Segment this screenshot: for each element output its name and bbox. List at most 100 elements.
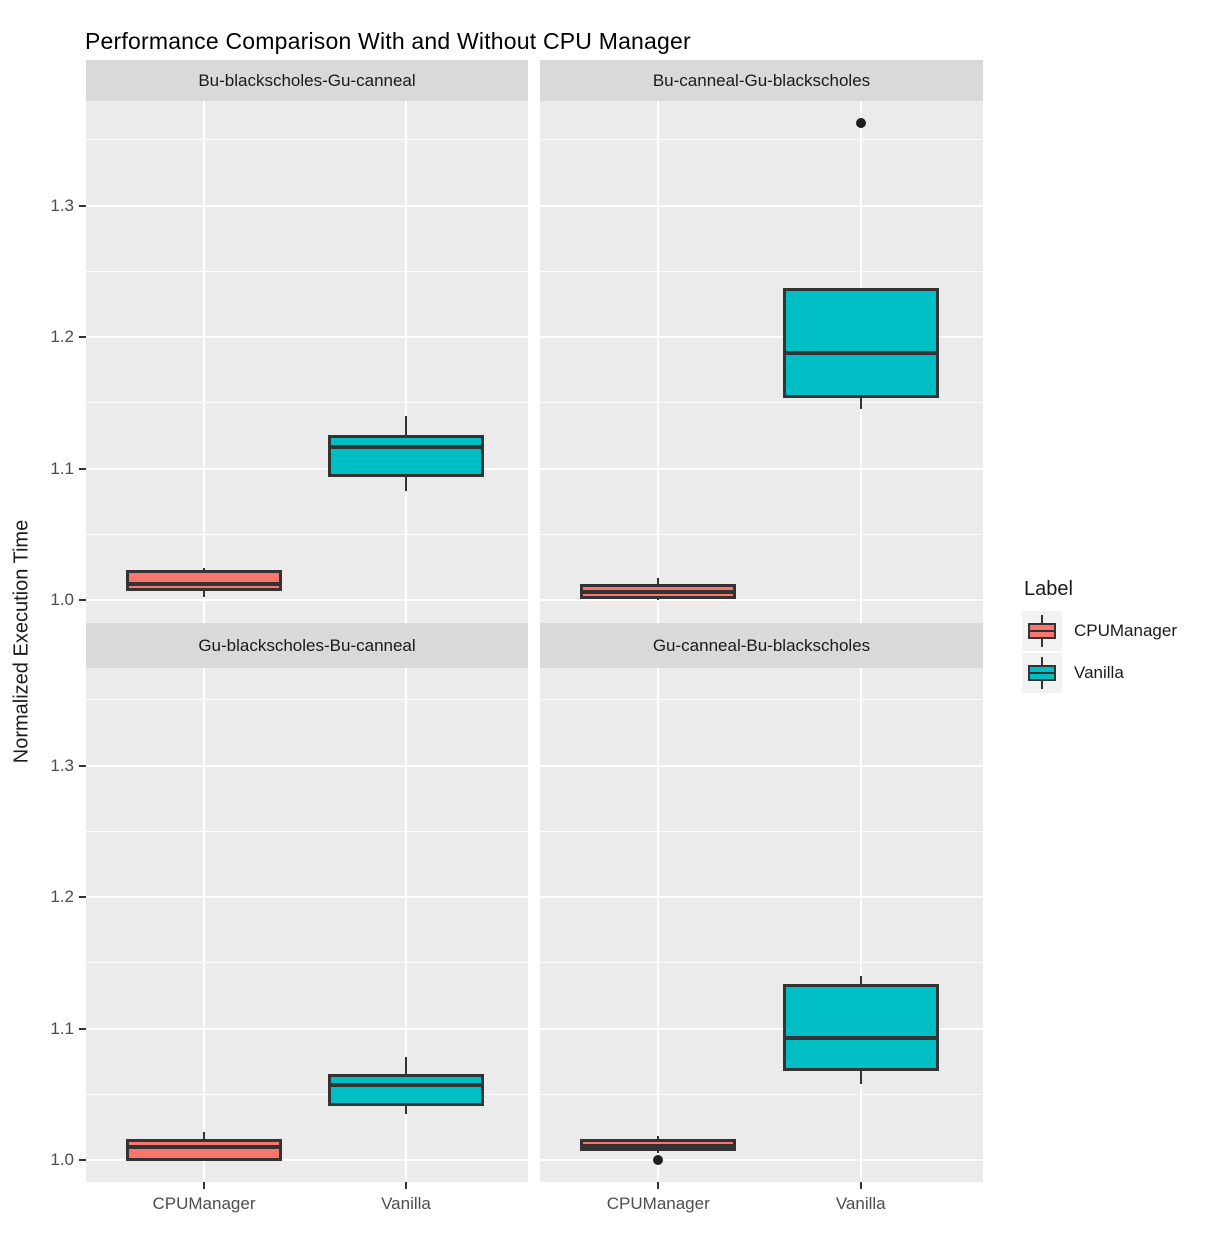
facet-panel-gu-blackscholes-bu-canneal <box>86 668 528 1182</box>
gridline-major <box>86 896 528 898</box>
gridline-major <box>86 204 528 207</box>
gridline-minor <box>86 962 528 964</box>
legend-entries: CPUManager Vanilla <box>1022 611 1177 693</box>
upper-whisker <box>657 577 660 586</box>
x-tick-mark <box>657 1182 660 1189</box>
y-tick-mark <box>79 764 86 767</box>
gridline-minor <box>540 402 983 404</box>
gridline-vertical <box>405 101 407 623</box>
gridline-minor <box>540 699 983 701</box>
legend-entry-cpumanager: CPUManager <box>1022 611 1177 651</box>
median-line <box>782 350 939 355</box>
gridline-vertical <box>657 101 660 623</box>
legend-median-line <box>1028 630 1056 632</box>
gridline-minor <box>540 1093 983 1095</box>
gridline-vertical <box>859 668 862 1182</box>
boxplot-box-cpumanager <box>126 569 282 591</box>
y-tick-label: 1.3 <box>50 755 74 775</box>
boxplot-box-cpumanager <box>126 1138 282 1162</box>
gridline-minor <box>86 402 528 404</box>
upper-whisker <box>859 975 862 986</box>
gridline-minor <box>540 270 983 272</box>
upper-whisker <box>657 1136 660 1141</box>
x-tick-mark <box>859 1182 862 1189</box>
y-tick-label: 1.1 <box>50 458 74 478</box>
y-tick-label: 1.0 <box>50 590 74 609</box>
x-tick-mark <box>405 1182 407 1189</box>
gridline-major <box>86 1027 528 1030</box>
y-tick-mark <box>79 336 86 338</box>
y-tick-mark <box>79 1159 86 1161</box>
median-line <box>580 1143 737 1148</box>
facet-panel-bu-blackscholes-gu-canneal <box>86 101 528 623</box>
facet-panel-bu-canneal-gu-blackscholes <box>540 101 983 623</box>
gridline-vertical <box>657 668 660 1182</box>
gridline-vertical <box>405 668 407 1182</box>
gridline-major <box>540 467 983 470</box>
legend-entry-vanilla: Vanilla <box>1022 653 1177 693</box>
x-tick-mark <box>203 1182 205 1189</box>
boxplot-box-vanilla <box>328 1074 484 1107</box>
legend-key-boxplot-icon <box>1022 611 1062 651</box>
chart-title: Performance Comparison With and Without … <box>85 28 691 54</box>
gridline-major <box>540 1159 983 1161</box>
lower-whisker <box>405 1104 407 1114</box>
y-tick-label: 1.0 <box>50 1150 74 1169</box>
gridline-major <box>86 599 528 601</box>
lower-whisker <box>203 589 205 598</box>
facet-strip-bu-canneal-gu-blackscholes: Bu-canneal-Gu-blackscholes <box>540 60 983 101</box>
gridline-minor <box>540 533 983 535</box>
y-tick-mark <box>79 1027 86 1030</box>
y-tick-mark <box>79 204 86 207</box>
y-tick-mark <box>79 896 86 898</box>
y-axis-title: Normalized Execution Time <box>10 519 33 764</box>
boxplot-box-vanilla <box>782 983 939 1071</box>
median-line <box>126 582 282 587</box>
gridline-major <box>86 1159 528 1161</box>
gridline-major <box>540 764 983 767</box>
gridline-minor <box>540 962 983 964</box>
x-tick-label: CPUManager <box>152 1194 256 1213</box>
gridline-minor <box>86 699 528 701</box>
facet-panel-gu-canneal-bu-blackscholes <box>540 668 983 1182</box>
y-tick-label: 1.2 <box>50 887 74 906</box>
gridline-major <box>540 599 983 601</box>
y-tick-mark <box>79 467 86 470</box>
facet-strip-bu-blackscholes-gu-canneal: Bu-blackscholes-Gu-canneal <box>86 60 528 101</box>
legend-median-line <box>1028 672 1056 674</box>
median-line <box>328 1083 484 1088</box>
gridline-minor <box>86 270 528 272</box>
gridline-major <box>86 336 528 338</box>
x-tick-label: Vanilla <box>835 1194 886 1213</box>
boxplot-box-vanilla <box>782 288 939 398</box>
upper-whisker <box>405 415 407 437</box>
gridline-major <box>86 764 528 767</box>
y-tick-label: 1.2 <box>50 327 74 346</box>
boxplot-box-vanilla <box>328 435 484 477</box>
upper-whisker <box>405 1057 407 1076</box>
facet-strip-gu-blackscholes-bu-canneal: Gu-blackscholes-Bu-canneal <box>86 623 528 668</box>
median-line <box>328 445 484 450</box>
gridline-major <box>540 336 983 338</box>
x-tick-label: Vanilla <box>381 1194 431 1213</box>
gridline-vertical <box>203 668 205 1182</box>
legend: Label CPUManager Vanilla <box>1022 578 1177 695</box>
median-line <box>126 1144 282 1149</box>
outlier-point <box>653 1155 664 1165</box>
y-tick-label: 1.3 <box>50 195 74 215</box>
gridline-minor <box>86 1093 528 1095</box>
legend-title: Label <box>1024 578 1073 600</box>
outlier-point <box>855 117 866 128</box>
gridline-major <box>86 467 528 470</box>
lower-whisker <box>405 475 407 491</box>
legend-entry-label: Vanilla <box>1074 663 1124 682</box>
gridline-minor <box>86 139 528 141</box>
gridline-vertical <box>203 101 205 623</box>
lower-whisker <box>859 1069 862 1084</box>
gridline-major <box>540 896 983 898</box>
median-line <box>782 1035 939 1040</box>
gridline-minor <box>86 533 528 535</box>
y-tick-mark <box>79 599 86 601</box>
median-line <box>580 590 737 595</box>
lower-whisker <box>657 1149 660 1154</box>
